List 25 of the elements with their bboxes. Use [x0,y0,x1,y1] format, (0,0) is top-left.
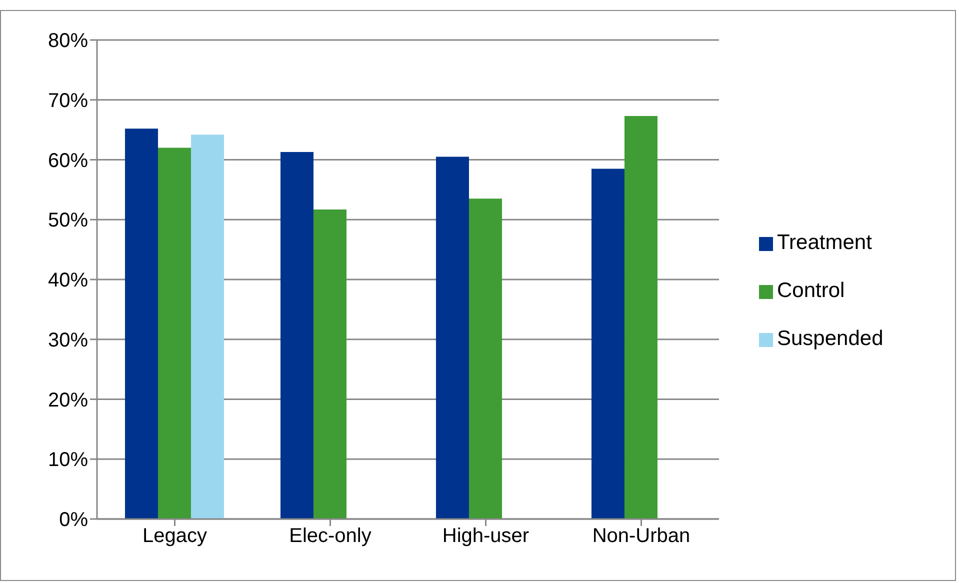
x-tick-label: Elec-only [289,525,372,548]
y-tick-label: 50% [48,210,88,232]
bar [591,168,624,519]
y-tick-label: 30% [48,329,88,352]
y-tick-label: 80% [48,30,88,52]
bar [190,134,224,519]
legend-label: Suspended [777,326,884,350]
bar [124,128,158,519]
y-tick-label: 20% [48,389,88,412]
bar [313,209,346,519]
bar [468,198,502,519]
y-tick-label: 40% [48,270,88,292]
y-tick-label: 70% [48,90,88,112]
bar [158,148,191,519]
x-tick-label: Non-Urban [592,525,690,548]
y-tick-label: 10% [48,449,88,472]
legend-label: Treatment [777,230,872,254]
x-tick-label: High-user [442,525,530,548]
y-tick-label: 0% [59,509,88,532]
bar [624,116,658,519]
bar [280,152,314,519]
legend-label: Control [777,278,845,302]
bar [436,156,469,519]
x-tick-label: Legacy [142,525,207,548]
y-tick-label: 60% [48,150,88,172]
